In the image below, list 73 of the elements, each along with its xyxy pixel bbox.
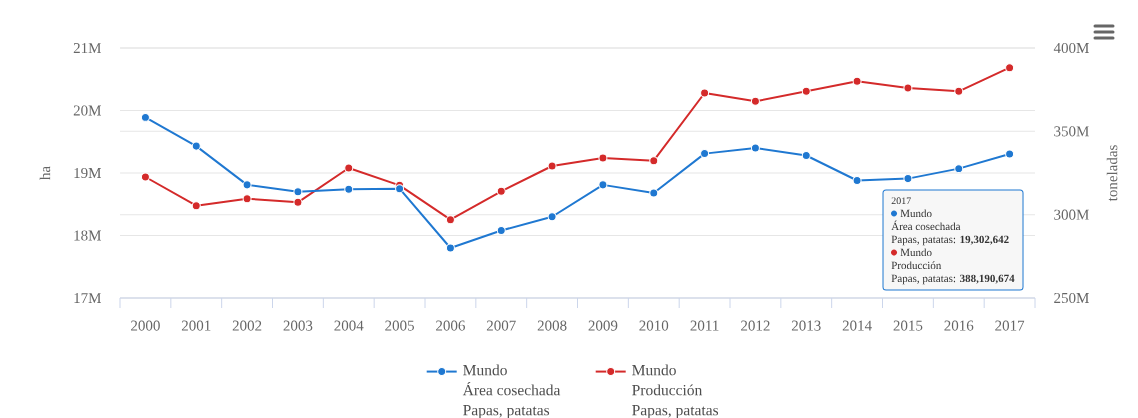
x-tick-label: 2006: [436, 320, 465, 331]
y-tick-label: 19M: [74, 167, 102, 179]
annotation: Mundo: [900, 209, 932, 218]
x-tick-label: 2016: [944, 320, 974, 331]
point: [140, 172, 150, 182]
point: [496, 226, 506, 235]
annotation: 2017: [891, 197, 911, 205]
point: [954, 164, 964, 174]
point: [954, 86, 964, 96]
y-axis-title: ha: [39, 166, 51, 180]
point: [903, 174, 913, 184]
legend-label: Mundo Producción Papas, patatas: [632, 364, 719, 418]
x-tick-label: 2002: [232, 320, 262, 331]
x-tick-label: 2004: [334, 320, 364, 331]
annotation: Mundo: [900, 248, 932, 257]
annotation: Papas, patatas: 19,302,642: [891, 235, 1009, 246]
point: [547, 161, 557, 171]
point: [903, 83, 913, 93]
y-tick-label: 17M: [74, 293, 102, 303]
point: [750, 143, 760, 153]
x-tick-label: 2003: [283, 320, 313, 331]
point: [445, 243, 455, 253]
point: [293, 187, 303, 197]
x-tick-label: 2012: [741, 320, 770, 331]
point: [649, 188, 659, 198]
point: [293, 197, 303, 207]
point: [1005, 63, 1015, 73]
point: [191, 141, 201, 151]
point: [344, 184, 354, 194]
point: [140, 112, 150, 122]
point: [191, 201, 201, 211]
point: [598, 180, 608, 190]
annotation: Papas, patatas: 388,190,674: [891, 274, 1015, 285]
legend-label: Mundo Área cosechada Papas, patatas: [462, 364, 561, 418]
x-tick-label: 2014: [842, 320, 872, 331]
x-tick-label: 2011: [690, 320, 719, 331]
point: [1005, 149, 1015, 159]
point: [700, 88, 710, 98]
point: [801, 86, 811, 96]
x-tick-label: 2015: [893, 320, 923, 331]
x-tick-label: 2013: [791, 320, 821, 331]
y2-axis-title: toneladas: [1106, 145, 1118, 202]
point: [445, 215, 455, 225]
x-tick-label: 2001: [181, 320, 211, 331]
point: [649, 156, 659, 166]
annotation: Área cosechada: [891, 220, 961, 231]
y-tick-label: 21M: [73, 43, 102, 53]
x-tick-label: 2000: [131, 320, 160, 331]
annotation: Producción: [891, 261, 942, 270]
point: [700, 149, 710, 159]
y2-tick-label: 250M: [1054, 292, 1089, 304]
point: [395, 184, 405, 194]
point: [242, 194, 252, 204]
y-tick-label: 20M: [73, 105, 102, 116]
point: [852, 76, 862, 86]
x-tick-label: 2009: [588, 320, 618, 331]
point: [344, 163, 354, 173]
point: [852, 176, 862, 185]
point: [547, 212, 557, 222]
y2-tick-label: 350M: [1054, 126, 1089, 137]
x-tick-label: 2010: [639, 320, 669, 331]
y2-tick-label: 400M: [1053, 42, 1089, 54]
point: [242, 180, 252, 190]
y2-tick-label: 300M: [1054, 209, 1089, 220]
x-tick-label: 2017: [995, 320, 1025, 331]
y-tick-label: 18M: [74, 230, 102, 241]
x-tick-label: 2007: [486, 320, 516, 331]
point: [750, 96, 760, 106]
point: [496, 186, 506, 196]
point: [801, 151, 811, 160]
x-tick-label: 2008: [537, 320, 567, 331]
point: [598, 153, 608, 163]
x-tick-label: 2005: [385, 320, 414, 331]
